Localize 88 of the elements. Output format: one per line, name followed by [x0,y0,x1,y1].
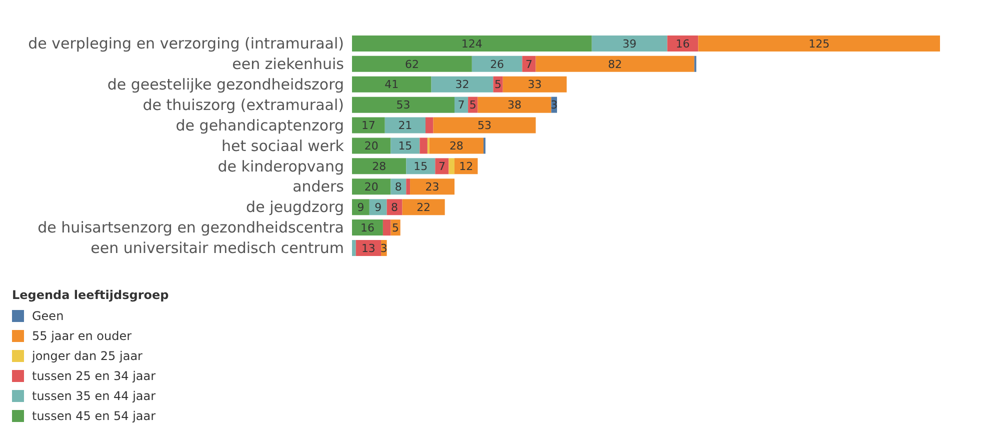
bar [592,35,668,52]
data-label: 62 [404,58,419,71]
bar [352,178,391,195]
data-label: 21 [398,119,412,132]
data-label: 82 [608,58,622,71]
bar [352,76,432,92]
bar [478,96,552,113]
y-tick-label: een universitair medisch centrum [90,239,344,258]
bar [384,117,426,134]
legend-label: 55 jaar en ouder [32,329,132,343]
bar [472,56,522,72]
bar [382,220,391,236]
data-label: 5 [494,78,502,92]
legend-label: Geen [32,309,64,323]
bar [352,138,391,154]
data-label: 32 [455,78,470,92]
bar [352,240,356,256]
data-label: 17 [361,119,376,132]
legend-title: Legenda leeftijdsgroep [12,288,169,302]
bar [390,138,420,154]
data-label: 28 [449,140,464,153]
data-label: 8 [391,200,398,214]
bar [522,56,536,72]
y-tick-label: de kinderopvang [218,157,344,176]
data-label: 15 [398,140,412,153]
data-label: 16 [360,221,374,234]
data-label: 15 [414,160,428,174]
data-label: 12 [459,160,474,174]
data-label: 7 [458,98,465,112]
data-label: 53 [477,119,492,132]
data-label: 125 [808,37,830,50]
bar [502,76,567,92]
bar [698,35,940,52]
y-tick-label: de huisartsenzorg en gezondheidscentra [38,218,344,237]
y-tick-label: de thuiszorg (extramuraal) [142,96,344,114]
bar [402,199,445,216]
data-label: 16 [676,37,690,50]
data-label: 20 [364,140,378,153]
y-tick-label: een ziekenhuis [232,55,344,74]
data-label: 53 [396,98,410,112]
data-label: 8 [394,180,402,194]
bar [448,158,455,174]
bar [406,158,436,174]
data-label: 22 [416,200,431,214]
data-label: 9 [357,200,364,214]
data-label: 23 [425,180,440,194]
bar [352,56,472,72]
y-tick-label: de geestelijke gezondheidszorg [107,75,344,94]
y-tick-label: de jeugdzorg [246,198,344,216]
data-label: 20 [364,180,378,194]
bar [420,138,428,154]
y-tick-label: de verpleging en verzorging (intramuraal) [28,34,344,53]
y-tick-label: de gehandicaptenzorg [176,116,344,134]
bar [433,117,536,134]
bar [536,56,694,72]
bar [352,117,385,134]
bar [454,96,468,113]
data-label: 3 [550,98,558,112]
bar [410,178,455,195]
data-label: 9 [374,200,382,214]
bar [406,178,410,195]
data-label: 3 [380,242,388,255]
data-label: 13 [361,242,376,255]
legend-label: jonger dan 25 jaar [32,349,142,363]
bar [352,96,455,113]
bar [429,138,484,154]
bar [352,35,592,52]
data-label: 28 [372,160,386,174]
data-label: 38 [507,98,522,112]
legend-label: tussen 35 en 44 jaar [32,389,156,403]
data-label: 5 [392,221,400,234]
bar [352,220,383,236]
bar [426,117,434,134]
data-label: 26 [490,58,504,71]
data-label: 41 [384,78,399,92]
bar [435,158,449,174]
data-label: 7 [525,58,532,71]
y-tick-label: anders [292,178,344,196]
data-label: 39 [622,37,637,50]
data-label: 5 [469,98,476,112]
data-label: 124 [461,37,482,50]
bar [352,158,406,174]
y-tick-label: het sociaal werk [222,136,344,155]
bar [431,76,494,92]
legend-label: tussen 25 en 34 jaar [32,369,156,383]
data-label: 7 [438,160,446,174]
legend-label: tussen 45 en 54 jaar [32,409,156,423]
data-label: 33 [528,78,542,92]
